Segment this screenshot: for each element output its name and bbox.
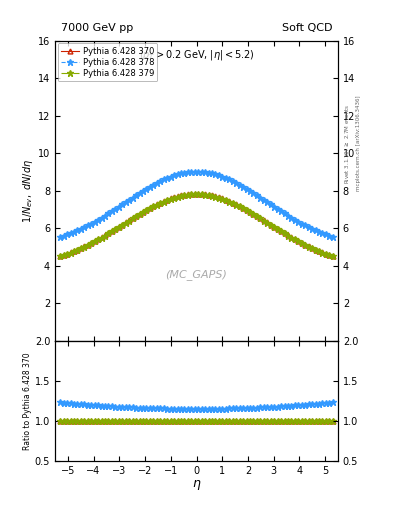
Pythia 6.428 379	[303, 242, 308, 248]
Pythia 6.428 379	[248, 209, 252, 215]
Pythia 6.428 378	[224, 175, 228, 181]
Pythia 6.428 370	[248, 209, 252, 215]
Pythia 6.428 378	[237, 182, 242, 188]
X-axis label: $\eta$: $\eta$	[192, 478, 201, 493]
Pythia 6.428 378	[303, 222, 308, 228]
Pythia 6.428 379	[224, 197, 228, 203]
Pythia 6.428 370	[178, 193, 183, 199]
Line: Pythia 6.428 370: Pythia 6.428 370	[58, 191, 335, 259]
Pythia 6.428 378	[58, 233, 62, 240]
Pythia 6.428 370	[224, 197, 228, 203]
Pythia 6.428 379	[237, 203, 242, 209]
Pythia 6.428 379	[193, 191, 197, 197]
Line: Pythia 6.428 379: Pythia 6.428 379	[57, 191, 336, 260]
Text: 7000 GeV pp: 7000 GeV pp	[61, 24, 133, 33]
Pythia 6.428 378	[178, 170, 183, 177]
Pythia 6.428 378	[193, 168, 197, 175]
Y-axis label: Ratio to Pythia 6.428 370: Ratio to Pythia 6.428 370	[23, 352, 32, 450]
Pythia 6.428 378	[248, 188, 252, 194]
Pythia 6.428 370	[58, 253, 62, 259]
Pythia 6.428 370	[303, 242, 308, 248]
Text: (MC_GAPS): (MC_GAPS)	[165, 269, 228, 281]
Pythia 6.428 378	[227, 177, 231, 183]
Y-axis label: $1/N_{ev},\ dN/d\eta$: $1/N_{ev},\ dN/d\eta$	[21, 159, 35, 223]
Text: Rivet 3.1.10, $\geq$ 2.7M events: Rivet 3.1.10, $\geq$ 2.7M events	[344, 103, 351, 184]
Pythia 6.428 379	[58, 253, 62, 260]
Pythia 6.428 379	[331, 253, 335, 260]
Legend: Pythia 6.428 370, Pythia 6.428 378, Pythia 6.428 379: Pythia 6.428 370, Pythia 6.428 378, Pyth…	[57, 44, 157, 81]
Pythia 6.428 370	[193, 190, 197, 197]
Pythia 6.428 370	[227, 198, 231, 204]
Text: Soft QCD: Soft QCD	[282, 24, 332, 33]
Pythia 6.428 379	[178, 193, 183, 199]
Line: Pythia 6.428 378: Pythia 6.428 378	[57, 168, 336, 240]
Pythia 6.428 370	[331, 253, 335, 259]
Pythia 6.428 370	[237, 203, 242, 209]
Pythia 6.428 378	[331, 233, 335, 240]
Text: $(p_T > 0.2$ GeV, $|\eta| < 5.2)$: $(p_T > 0.2$ GeV, $|\eta| < 5.2)$	[139, 49, 254, 62]
Pythia 6.428 379	[227, 199, 231, 205]
Text: mcplots.cern.ch [arXiv:1306.3436]: mcplots.cern.ch [arXiv:1306.3436]	[356, 96, 361, 191]
